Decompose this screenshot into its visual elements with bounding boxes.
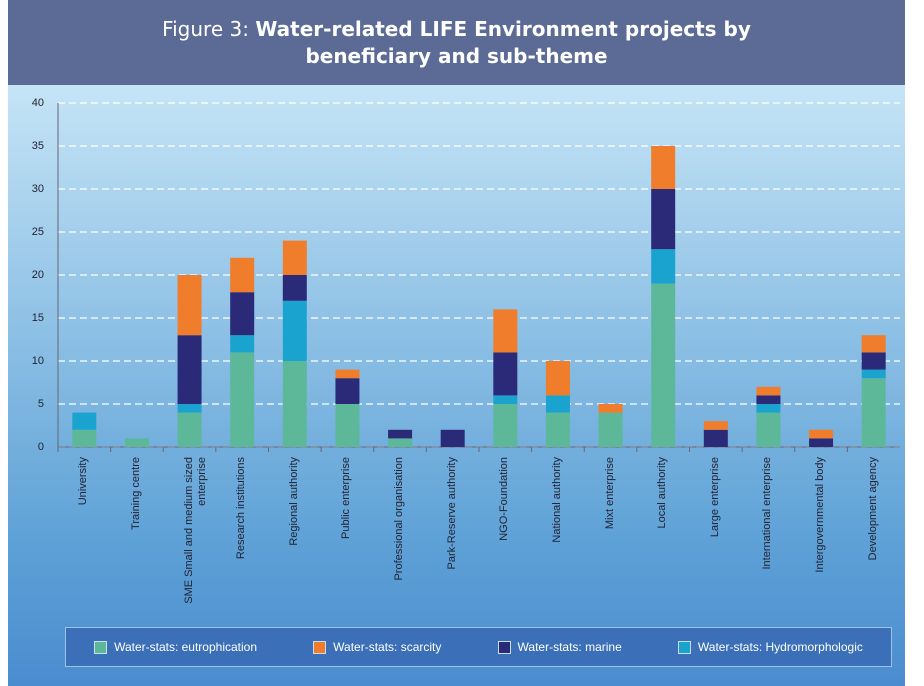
bar-segment — [651, 146, 676, 189]
x-tick-label: Research institutions — [235, 457, 248, 560]
bar-segment — [861, 369, 886, 379]
bar-segment — [493, 309, 518, 353]
bar-segment — [809, 438, 834, 447]
bar-segment — [388, 429, 413, 439]
bar-segment — [282, 300, 307, 361]
bar-segment — [545, 361, 570, 396]
bar-segment — [598, 404, 623, 413]
x-tick-label: University — [77, 457, 90, 506]
bar-segment — [177, 404, 202, 413]
y-tick-label: 30 — [32, 183, 44, 195]
bar-segment — [651, 283, 676, 447]
legend-label: Water-stats: marine — [517, 640, 622, 654]
x-tick-label: International enterprise — [761, 457, 774, 570]
legend-label: Water-stats: scarcity — [333, 640, 442, 654]
header: Figure 3: Water-related LIFE Environment… — [8, 0, 905, 85]
bar-segment — [177, 412, 202, 447]
y-tick-label: 10 — [32, 355, 44, 367]
x-tick-label: Professional organisation — [393, 457, 406, 581]
legend-item: Water-stats: scarcity — [313, 640, 441, 654]
x-tick-label: Mixt enterprise — [603, 457, 616, 530]
bar-segment — [124, 438, 149, 447]
bar-segment — [493, 404, 518, 447]
bar-segment — [545, 412, 570, 447]
x-tick-label: Regional authority — [287, 457, 300, 546]
legend-label: Water-stats: Hydromorphologic — [697, 640, 863, 654]
bar-segment — [756, 412, 781, 447]
x-tick-label: Large enterprise — [708, 457, 721, 538]
bar-segment — [756, 395, 781, 404]
bar-segment — [230, 335, 255, 353]
bar-segment — [440, 429, 465, 447]
y-tick-label: 20 — [32, 269, 44, 281]
bar-segment — [861, 335, 886, 353]
bar-segment — [809, 429, 834, 439]
legend-swatch — [677, 640, 691, 654]
bar-segment — [703, 421, 728, 430]
legend-swatch — [497, 640, 511, 654]
y-tick-label: 0 — [38, 441, 44, 453]
legend-swatch — [94, 640, 108, 654]
bar-segment — [493, 395, 518, 404]
x-tick-label: NGO-Foundation — [498, 457, 511, 541]
bar-segment — [756, 386, 781, 396]
legend: Water-stats: eutrophication Water-stats: … — [65, 627, 892, 667]
chart-panel — [8, 85, 905, 686]
bar-segment — [545, 395, 570, 413]
x-tick-label: Training centre — [129, 457, 142, 530]
y-tick-label: 40 — [32, 97, 44, 109]
x-tick-label: Public enterprise — [340, 457, 353, 539]
bar-segment — [230, 292, 255, 336]
bar-segment — [335, 378, 360, 404]
bar-segment — [335, 404, 360, 447]
bar-segment — [493, 352, 518, 396]
legend-swatch — [313, 640, 327, 654]
y-tick-label: 25 — [32, 226, 44, 238]
bar-segment — [282, 240, 307, 275]
bar-segment — [177, 335, 202, 404]
title-box: Figure 3: Water-related LIFE Environment… — [157, 16, 757, 70]
bar-segment — [282, 275, 307, 301]
bar-segment — [651, 249, 676, 284]
x-tick-label: Intergovernmental body — [814, 457, 827, 573]
bar-segment — [756, 404, 781, 413]
title-prefix: Figure 3: — [162, 16, 249, 41]
x-tick-label: Development agency — [866, 457, 879, 561]
legend-item: Water-stats: eutrophication — [94, 640, 257, 654]
bar-segment — [335, 369, 360, 379]
bar-segment — [703, 429, 728, 447]
bar-segment — [177, 275, 202, 336]
x-tick-label: SME Small and medium sized enterprise — [182, 457, 208, 604]
bar-segment — [651, 189, 676, 250]
bar-segment — [861, 378, 886, 447]
legend-item: Water-stats: marine — [497, 640, 622, 654]
y-tick-label: 15 — [32, 312, 44, 324]
y-tick-label: 35 — [32, 140, 44, 152]
x-tick-label: National authority — [550, 457, 563, 543]
bar-segment — [72, 412, 97, 430]
y-tick-label: 5 — [38, 398, 44, 410]
x-tick-label: Park-Reserve authority — [445, 457, 458, 570]
bar-segment — [388, 438, 413, 447]
x-tick-label: Local authority — [656, 457, 669, 529]
bar-segment — [598, 412, 623, 447]
legend-item: Water-stats: Hydromorphologic — [677, 640, 863, 654]
bar-segment — [282, 361, 307, 447]
chart-title: Water-related LIFE Environment projects … — [255, 16, 751, 68]
bar-segment — [861, 352, 886, 370]
bar-segment — [72, 429, 97, 447]
bar-segment — [230, 352, 255, 447]
legend-label: Water-stats: eutrophication — [114, 640, 258, 654]
bar-segment — [230, 257, 255, 293]
